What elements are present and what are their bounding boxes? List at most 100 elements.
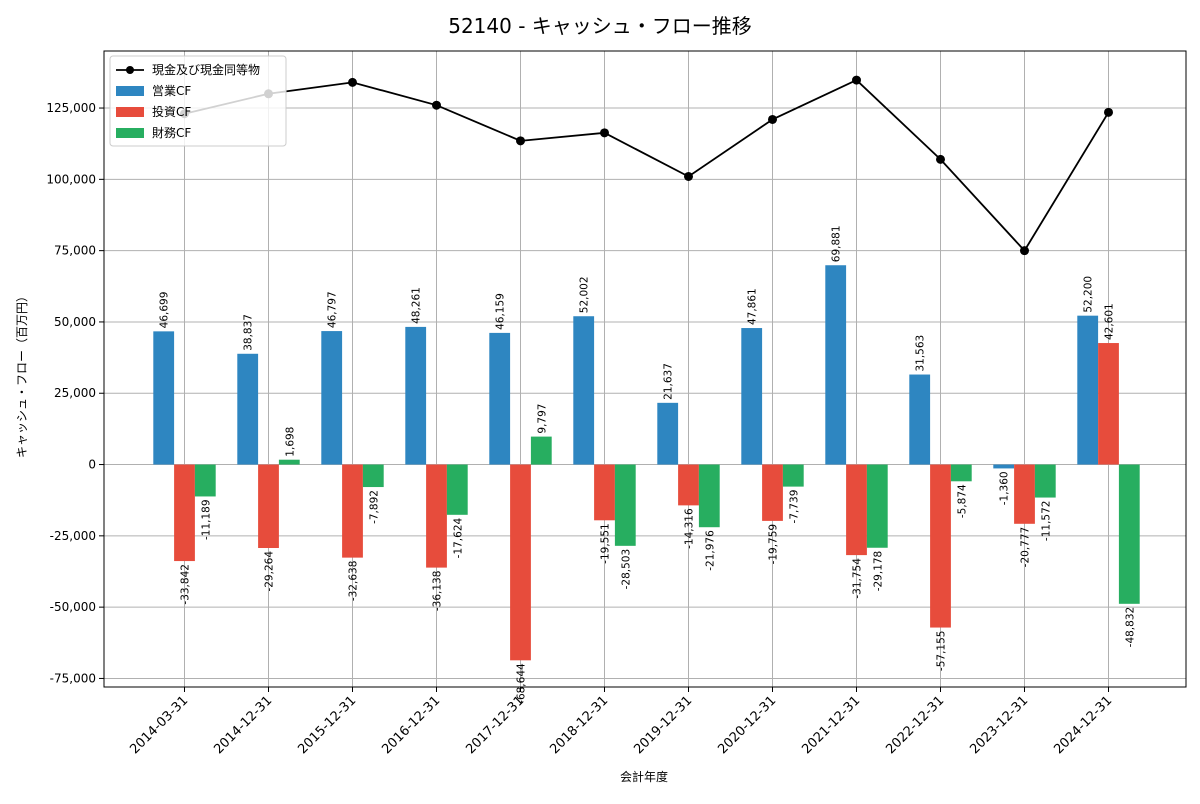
bar-value-label: -20,777: [1020, 527, 1032, 568]
bar-3: [362, 464, 384, 488]
bar-value-label: -48,832: [1124, 607, 1136, 648]
bar-2: [1098, 343, 1119, 465]
bar-3: [782, 464, 804, 487]
bar-value-label: 48,261: [411, 287, 423, 324]
bar-3: [1118, 464, 1140, 604]
bar-2: [342, 464, 363, 558]
cash-point: [1020, 246, 1029, 256]
bar-value-label: 31,563: [915, 335, 927, 372]
bar-1: [741, 328, 763, 465]
bar-value-label: 9,797: [536, 404, 548, 434]
bar-2: [258, 464, 279, 549]
legend-swatch: [116, 107, 144, 117]
legend-label: 現金及び現金同等物: [152, 62, 260, 77]
legend-swatch: [116, 128, 144, 138]
bar-value-label: 38,837: [243, 314, 255, 351]
cash-point: [600, 128, 609, 138]
x-tick-label: 2020-12-31: [715, 693, 779, 757]
bar-value-label: 46,797: [327, 291, 339, 328]
bar-3: [614, 464, 636, 546]
bar-3: [278, 459, 300, 465]
cash-point: [936, 154, 945, 164]
x-tick-label: 2017-12-31: [463, 693, 527, 757]
bar-value-label: -5,874: [956, 484, 968, 518]
chart-title: 52140 - キャッシュ・フロー推移: [448, 14, 752, 38]
x-tick-label: 2023-12-31: [967, 693, 1031, 757]
bar-1: [153, 331, 175, 465]
legend-label: 投資CF: [152, 104, 191, 119]
bar-3: [698, 464, 720, 528]
bar-value-label: -19,551: [600, 523, 612, 564]
cash-point: [516, 136, 525, 146]
y-tick-label: 125,000: [46, 101, 96, 115]
bar-value-label: -11,572: [1040, 501, 1052, 542]
cash-point: [768, 114, 777, 124]
bar-1: [237, 353, 259, 465]
y-tick-label: 100,000: [46, 172, 96, 186]
bar-1: [321, 331, 343, 465]
bar-value-label: 52,002: [579, 276, 591, 313]
y-tick-label: 75,000: [54, 244, 96, 258]
bar-2: [678, 464, 699, 506]
bar-value-label: -57,155: [936, 631, 948, 672]
bar-value-label: -29,264: [264, 551, 276, 592]
bar-value-label: 52,200: [1083, 276, 1095, 313]
y-tick-label: -25,000: [50, 529, 96, 543]
x-tick-label: 2015-12-31: [295, 693, 359, 757]
legend-label: 財務CF: [152, 125, 191, 140]
bar-2: [930, 464, 951, 628]
cash-point: [1104, 107, 1113, 117]
bar-1: [405, 326, 427, 465]
bar-1: [909, 374, 931, 465]
bar-value-label: -32,638: [348, 561, 360, 602]
x-tick-label: 2022-12-31: [883, 693, 947, 757]
bar-1: [573, 316, 595, 465]
y-tick-label: 25,000: [54, 386, 96, 400]
cash-point: [852, 75, 861, 85]
bar-value-label: -31,754: [852, 558, 864, 599]
plot-area: -75,000 -50,000 -25,000 0 25,000 50,000 75,000…: [46, 50, 1187, 757]
x-tick-label: 2014-03-31: [127, 693, 191, 757]
bar-3: [866, 464, 888, 548]
y-axis-label: キャッシュ・フロー（百万円）: [15, 290, 29, 458]
cash-point: [684, 171, 693, 181]
bar-value-label: 46,699: [159, 292, 171, 329]
bar-3: [446, 464, 468, 515]
bar-1: [993, 464, 1015, 469]
bar-value-label: 69,881: [831, 225, 843, 262]
bar-value-label: -7,892: [368, 490, 380, 524]
bar-1: [1077, 315, 1099, 465]
bar-value-label: 42,601: [1104, 303, 1116, 340]
x-tick-label: 2014-12-31: [211, 693, 275, 757]
bar-value-label: -33,842: [180, 564, 192, 605]
bar-value-label: -7,739: [788, 490, 800, 524]
bar-value-label: -17,624: [452, 517, 464, 558]
bar-2: [846, 464, 867, 556]
bar-value-label: -14,316: [684, 508, 696, 549]
y-tick-label: -50,000: [50, 600, 96, 614]
bar-2: [594, 464, 615, 521]
cash-point: [348, 77, 357, 87]
x-tick-label: 2021-12-31: [799, 693, 863, 757]
y-tick-label: 50,000: [54, 315, 96, 329]
bar-value-label: 46,159: [495, 293, 507, 330]
bar-1: [825, 265, 847, 465]
bar-2: [174, 464, 195, 562]
bar-value-label: 1,698: [284, 427, 296, 457]
bar-1: [489, 332, 511, 465]
bar-value-label: -36,138: [432, 571, 444, 612]
bar-value-label: 47,861: [747, 288, 759, 325]
bar-2: [762, 464, 783, 521]
x-axis-label: 会計年度: [620, 769, 668, 784]
x-tick-label: 2018-12-31: [547, 693, 611, 757]
legend-marker: [126, 66, 134, 74]
bar-value-label: -28,503: [620, 549, 632, 590]
legend-swatch: [116, 86, 144, 96]
bar-3: [950, 464, 972, 482]
x-tick-label: 2019-12-31: [631, 693, 695, 757]
bar-2: [510, 464, 531, 661]
y-tick-label: 0: [88, 458, 96, 472]
